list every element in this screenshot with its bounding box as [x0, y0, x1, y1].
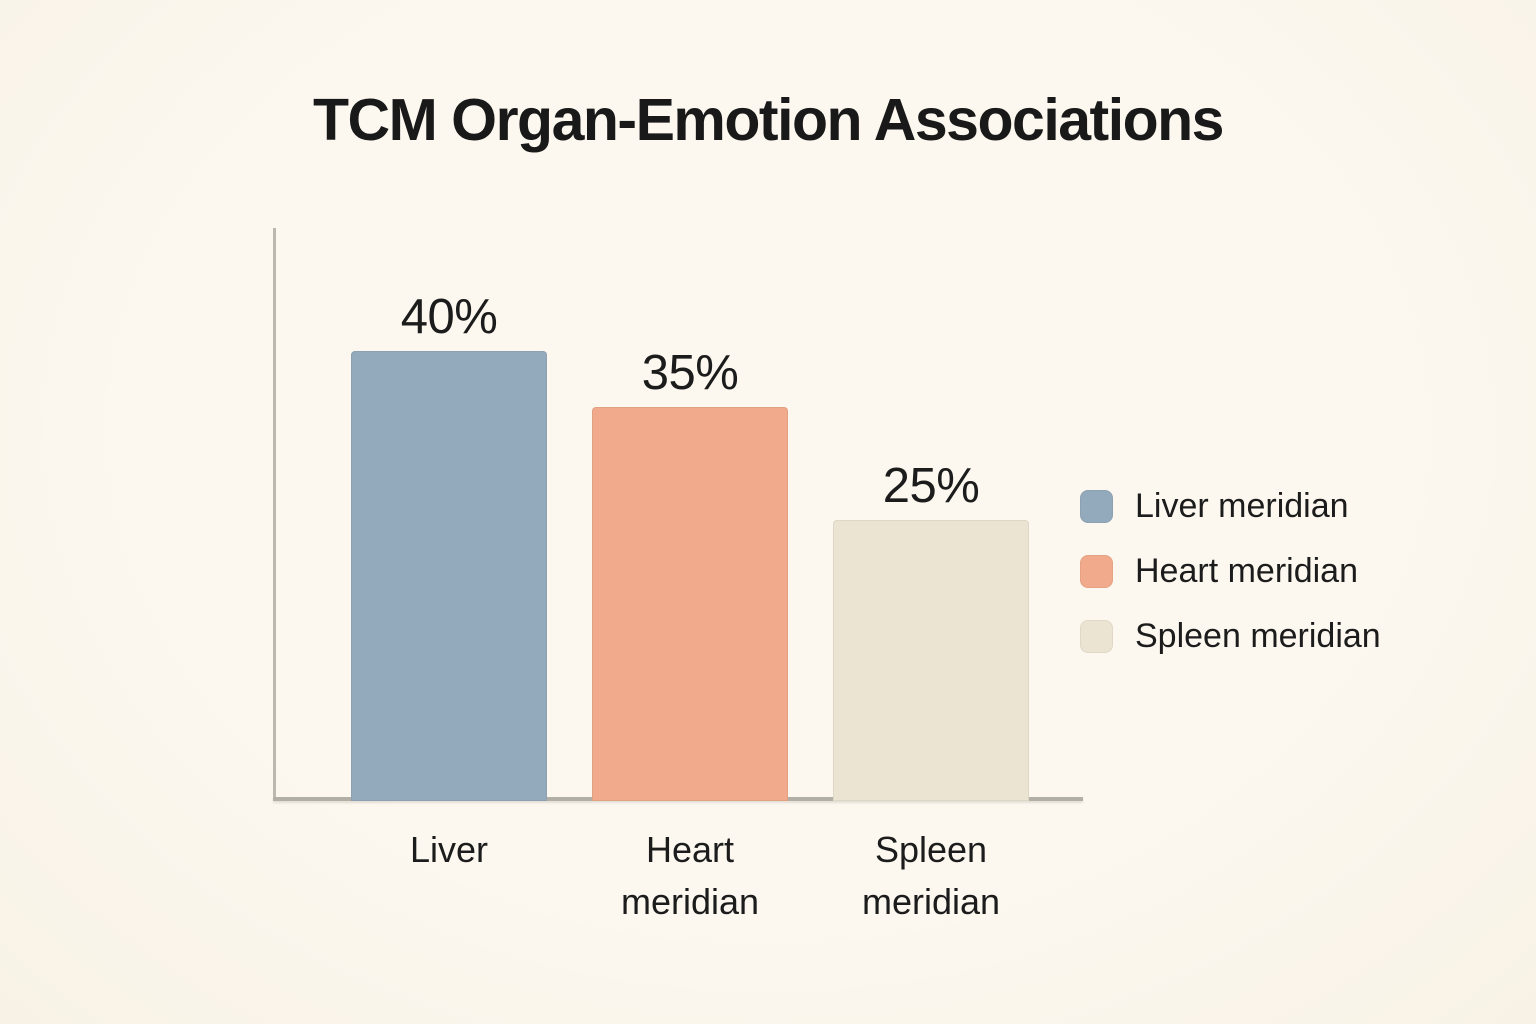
- chart-title: TCM Organ-Emotion Associations: [313, 87, 1224, 153]
- legend-swatch-liver-meridian: [1080, 490, 1113, 523]
- bar-value-label-spleen-meridian: 25%: [882, 459, 980, 513]
- bar-heart-meridian: [592, 407, 788, 801]
- x-tick-label-heart-meridian: Heart meridian: [620, 829, 760, 922]
- legend-label-liver-meridian: Liver meridian: [1135, 487, 1349, 525]
- bar-value-label-liver-meridian: 40%: [400, 290, 498, 344]
- x-tick-label-liver-meridian: Liver: [409, 829, 489, 870]
- legend-label-heart-meridian: Heart meridian: [1135, 552, 1358, 590]
- bar-value-label-heart-meridian: 35%: [641, 346, 739, 400]
- x-tick-label-spleen-meridian: Spleen meridian: [861, 829, 1001, 922]
- legend-item-spleen-meridian: Spleen meridian: [1080, 617, 1381, 655]
- y-axis-line: [273, 228, 276, 801]
- legend-label-spleen-meridian: Spleen meridian: [1135, 617, 1381, 655]
- legend-swatch-heart-meridian: [1080, 555, 1113, 588]
- bar-spleen-meridian: [833, 520, 1029, 801]
- legend-item-liver-meridian: Liver meridian: [1080, 487, 1349, 525]
- legend-swatch-spleen-meridian: [1080, 620, 1113, 653]
- legend-item-heart-meridian: Heart meridian: [1080, 552, 1358, 590]
- bar-liver-meridian: [351, 351, 547, 801]
